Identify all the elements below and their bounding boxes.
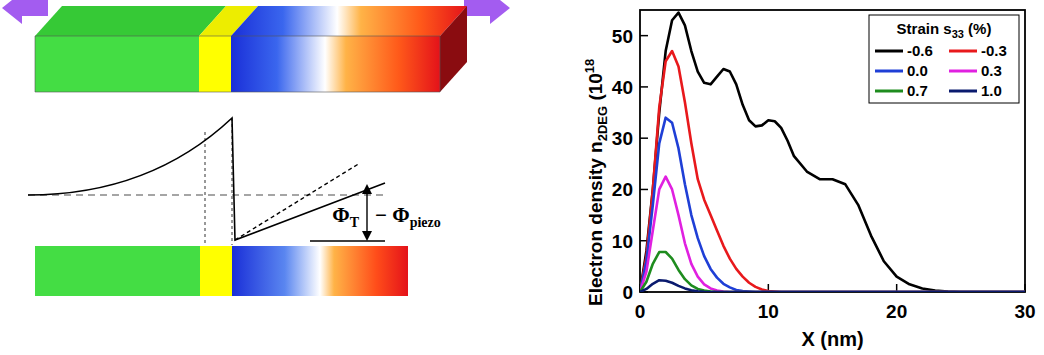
series-line — [640, 13, 1025, 292]
slab-green — [35, 36, 199, 92]
x-tick-label: 0 — [635, 301, 646, 322]
strain-arrow-right — [464, 0, 510, 24]
slab-outline — [35, 36, 440, 92]
legend-swatch — [875, 50, 903, 53]
series-line — [640, 177, 1025, 292]
annotation: ΦT — [332, 203, 359, 230]
y-tick-label: 0 — [622, 282, 633, 303]
schematic: ΦT − Φpiezo — [2, 0, 510, 296]
bar-green — [35, 246, 200, 296]
text-part: − Φ — [375, 203, 410, 227]
series-line — [640, 118, 1025, 292]
text-part: piezo — [410, 215, 441, 230]
text-part: 2DEG — [595, 106, 610, 141]
legend-swatch — [875, 90, 903, 93]
legend-swatch — [949, 90, 977, 93]
annotation: − Φpiezo — [375, 203, 441, 230]
band-no-piezo — [235, 163, 360, 240]
reference-line — [310, 240, 385, 241]
bar-gradient — [232, 246, 408, 296]
plot-area — [640, 13, 1025, 292]
x-tick-label: 30 — [1014, 301, 1035, 322]
legend-label: 1.0 — [981, 82, 1002, 99]
text-part: 18 — [582, 59, 597, 73]
slab-gradient — [231, 36, 440, 92]
figure: ΦT − Φpiezo 0 10 20 30 0 10 20 30 40 50 X (nm) Electr… — [0, 0, 1044, 355]
legend-label: 0.7 — [907, 82, 928, 99]
legend-swatch — [875, 70, 903, 73]
legend-label: -0.6 — [907, 42, 933, 59]
legend-label: 0.3 — [981, 62, 1002, 79]
offset-arrow — [366, 186, 367, 212]
offset-arrow — [366, 212, 367, 239]
series-line — [640, 252, 1025, 292]
y-tick-label: 50 — [612, 26, 633, 47]
slab-yellow — [199, 36, 231, 92]
y-tick-label: 20 — [612, 179, 633, 200]
bar-yellow — [200, 246, 232, 296]
y-tick — [640, 35, 648, 37]
y-tick — [640, 137, 648, 139]
legend-label: 0.0 — [907, 62, 928, 79]
legend-box — [869, 15, 1019, 103]
text-part: T — [350, 215, 360, 230]
strain-arrow-left — [2, 0, 48, 24]
x-axis-title: X (nm) — [801, 328, 863, 350]
text-part: (10 — [585, 73, 606, 106]
slab-top-green — [35, 6, 226, 36]
y-tick-label: 40 — [612, 77, 633, 98]
text-part: 33 — [952, 28, 964, 40]
fermi-level — [28, 194, 385, 196]
text-part: Electron density n — [585, 141, 606, 306]
y-tick — [640, 189, 648, 191]
y-tick-label: 10 — [612, 231, 633, 252]
text-part: (%) — [964, 20, 992, 37]
text-part: Strain s — [897, 20, 952, 37]
interface-line — [204, 132, 206, 245]
x-tick-label: 10 — [758, 301, 779, 322]
legend-label: -0.3 — [981, 42, 1007, 59]
text-part: Φ — [332, 203, 349, 227]
conduction-band — [28, 118, 385, 240]
legend-swatch — [949, 70, 977, 73]
y-tick — [640, 86, 648, 88]
legend: Strain s33 (%) -0.6 -0.3 0.0 0.3 0.7 1.0 — [869, 15, 1019, 103]
legend-swatch — [949, 50, 977, 53]
axes: 0 10 20 30 0 10 20 30 40 50 X (nm) Electron density… — [582, 10, 1036, 350]
plot-frame — [640, 10, 1025, 292]
slab-top-gradient — [231, 6, 467, 36]
series-line — [640, 280, 1025, 292]
x-tick-label: 20 — [886, 301, 907, 322]
legend-title: Strain s33 (%) — [897, 20, 992, 40]
slab-side — [440, 6, 467, 92]
y-tick-label: 30 — [612, 128, 633, 149]
y-axis-title: Electron density n2DEG (1018 — [582, 59, 610, 306]
